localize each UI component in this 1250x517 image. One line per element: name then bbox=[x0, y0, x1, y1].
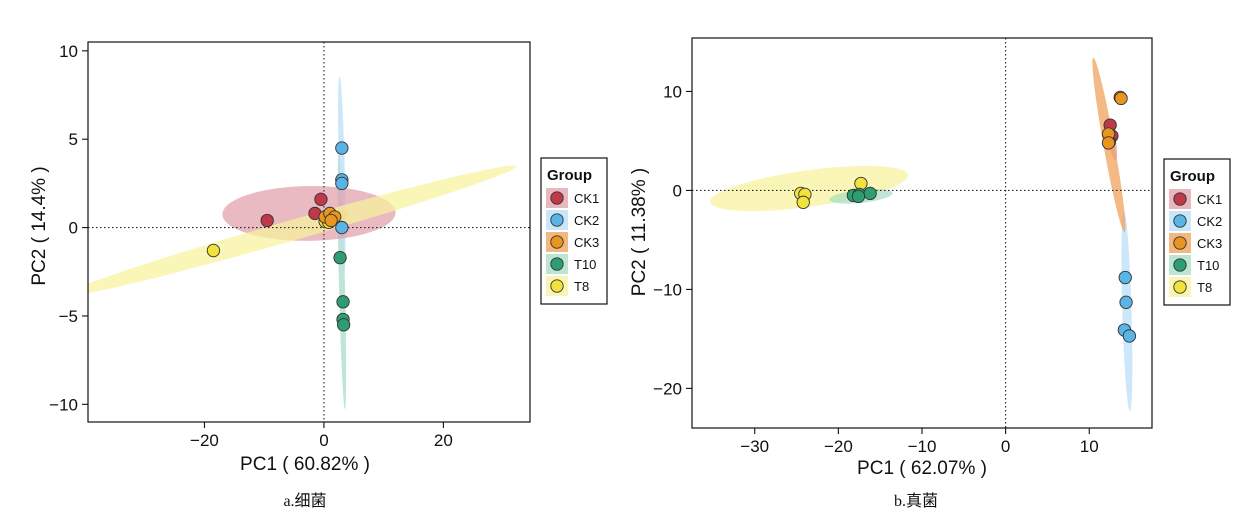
panel-a-legend-item-t8: T8 bbox=[546, 276, 589, 296]
panel-a-point-ck2-4 bbox=[335, 220, 349, 235]
panel-a-y-tick-label: 0 bbox=[69, 219, 78, 238]
panel-a-ticks: −20 0 20 −10 −5 0 5 10 bbox=[49, 42, 453, 450]
panel-b-zero-lines bbox=[692, 38, 1152, 428]
panel-a-point-ck2-1 bbox=[335, 141, 349, 155]
panel-b-y-tick-label: 0 bbox=[673, 181, 682, 200]
panel-b-legend-item-ck1: CK1 bbox=[1169, 189, 1222, 209]
panel-a-point-t10-1 bbox=[333, 250, 347, 265]
panel-a-frame bbox=[87, 41, 531, 423]
panel-b-x-tick-label: −10 bbox=[908, 437, 937, 456]
panel-a-points bbox=[206, 141, 351, 332]
panel-a-point-ck2-3 bbox=[335, 176, 349, 191]
panel-a-plot-area: −20 0 20 −10 −5 0 5 10 bbox=[49, 41, 531, 450]
panel-a-bacteria: −20 0 20 −10 −5 0 5 10 PC1 ( 60.82% ) PC2 ( 14.… bbox=[29, 41, 608, 510]
panel-b-point-ck2-2 bbox=[1119, 295, 1133, 309]
panel-a-legend-item-ck1: CK1 bbox=[546, 188, 599, 208]
panel-b-y-tick-label: −20 bbox=[653, 379, 682, 398]
panel-b-legend-item-t10: T10 bbox=[1169, 255, 1219, 275]
panel-a-point-t10-2 bbox=[336, 295, 350, 309]
legend-marker bbox=[550, 257, 564, 271]
legend-marker bbox=[1173, 280, 1187, 294]
panel-a-zero-lines bbox=[88, 42, 530, 422]
panel-a-legend: Group CK1 CK2 CK3 T10 T8 bbox=[540, 157, 608, 305]
panel-a-x-tick-label: 0 bbox=[319, 431, 328, 450]
legend-label: CK2 bbox=[574, 213, 599, 228]
panel-b-caption: b.真菌 bbox=[894, 492, 938, 510]
panel-b-legend-item-t8: T8 bbox=[1169, 277, 1212, 297]
panel-b-legend-items: CK1 CK2 CK3 T10 T8 bbox=[1169, 189, 1222, 297]
panel-a-legend-title: Group bbox=[547, 167, 592, 184]
legend-label: CK1 bbox=[574, 191, 599, 206]
panel-a-y-tick-label: −10 bbox=[49, 395, 78, 414]
panel-b-frame bbox=[691, 37, 1153, 429]
panel-a-legend-items: CK1 CK2 CK3 T10 T8 bbox=[546, 188, 599, 296]
panel-b-points bbox=[794, 90, 1137, 343]
panel-b-ellipses bbox=[710, 57, 1133, 412]
panel-b-ellipse-ck2 bbox=[1121, 211, 1133, 412]
panel-b-x-tick-label: 10 bbox=[1080, 437, 1099, 456]
legend-marker bbox=[1173, 192, 1187, 206]
panel-a-y-tick-label: −5 bbox=[59, 307, 78, 326]
panel-b-point-t10-4 bbox=[851, 189, 866, 204]
panel-a-ellipses bbox=[88, 75, 517, 410]
legend-label: CK3 bbox=[1197, 236, 1222, 251]
panel-b-point-ck3-4 bbox=[1101, 136, 1116, 150]
panel-b-legend-item-ck2: CK2 bbox=[1169, 211, 1222, 231]
legend-label: T10 bbox=[1197, 258, 1219, 273]
panel-a-point-ck3-4 bbox=[324, 213, 338, 228]
panel-b-y-tick-label: −10 bbox=[653, 280, 682, 299]
panel-a-y-axis-title: PC2 ( 14.4% ) bbox=[29, 166, 50, 285]
panel-a-legend-item-ck3: CK3 bbox=[546, 232, 599, 252]
panel-b-ellipse-t8 bbox=[710, 165, 908, 212]
legend-label: CK2 bbox=[1197, 214, 1222, 229]
legend-marker bbox=[1173, 214, 1187, 228]
panel-a-x-axis-title: PC1 ( 60.82% ) bbox=[240, 454, 370, 475]
legend-label: T10 bbox=[574, 257, 596, 272]
panel-b-x-tick-label: −20 bbox=[824, 437, 853, 456]
panel-b-plot-area: −30 −20 −10 0 10 −20 −10 0 10 bbox=[653, 37, 1153, 456]
panel-a-legend-item-ck2: CK2 bbox=[546, 210, 599, 230]
panel-b-point-ck2-1 bbox=[1118, 270, 1132, 285]
panel-b-point-ck3-2 bbox=[1114, 91, 1128, 106]
panel-b-ticks: −30 −20 −10 0 10 −20 −10 0 10 bbox=[653, 82, 1099, 456]
legend-label: T8 bbox=[1197, 280, 1212, 295]
panel-b-y-axis-title: PC2 ( 11.38% ) bbox=[629, 168, 650, 296]
legend-marker bbox=[550, 191, 564, 205]
panel-b-y-tick-label: 10 bbox=[663, 82, 682, 101]
panel-b-point-t10-3 bbox=[863, 186, 877, 201]
panel-a-point-ck1-1 bbox=[260, 213, 274, 228]
legend-marker bbox=[550, 279, 564, 293]
panel-b-point-ck2-4 bbox=[1122, 329, 1137, 343]
panel-b-x-tick-label: 0 bbox=[1001, 437, 1010, 456]
legend-marker bbox=[550, 235, 564, 249]
panel-b-fungi: −30 −20 −10 0 10 −20 −10 0 10 PC1 ( 62.07% ) PC2… bbox=[629, 37, 1231, 510]
panel-b-legend: Group CK1 CK2 CK3 T10 T8 bbox=[1163, 158, 1231, 306]
legend-label: CK3 bbox=[574, 235, 599, 250]
panel-b-legend-title: Group bbox=[1170, 168, 1215, 185]
panel-a-caption: a.细菌 bbox=[283, 492, 326, 510]
panel-a-y-tick-label: 10 bbox=[59, 42, 78, 61]
legend-label: CK1 bbox=[1197, 192, 1222, 207]
legend-label: T8 bbox=[574, 279, 589, 294]
legend-marker bbox=[1173, 258, 1187, 272]
panel-b-x-tick-label: −30 bbox=[740, 437, 769, 456]
panel-b-legend-item-ck3: CK3 bbox=[1169, 233, 1222, 253]
panel-a-ellipse-t8 bbox=[88, 165, 517, 294]
panel-a-x-tick-label: −20 bbox=[190, 431, 219, 450]
panel-a-point-t10-4 bbox=[336, 318, 351, 332]
panel-b-point-t8-4 bbox=[854, 176, 868, 191]
legend-marker bbox=[550, 213, 564, 227]
panel-a-x-tick-label: 20 bbox=[434, 431, 453, 450]
panel-a-point-t8-1 bbox=[206, 243, 221, 258]
legend-marker bbox=[1173, 236, 1187, 250]
panel-a-point-ck1-3 bbox=[314, 192, 328, 206]
panel-b-point-t8-3 bbox=[796, 195, 810, 209]
panel-a-legend-item-t10: T10 bbox=[546, 254, 596, 274]
panel-a-y-tick-label: 5 bbox=[69, 130, 78, 149]
panel-b-x-axis-title: PC1 ( 62.07% ) bbox=[857, 458, 987, 479]
